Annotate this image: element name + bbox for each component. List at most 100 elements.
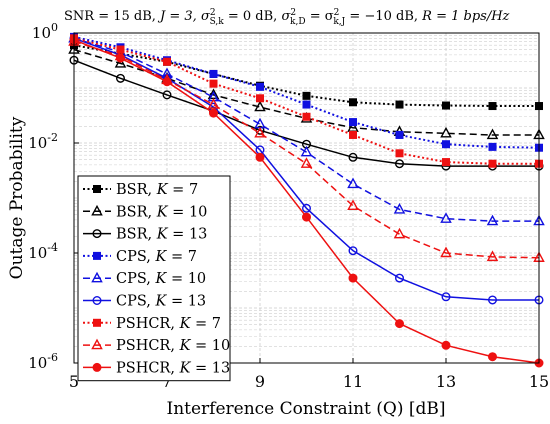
- y-tick-label: 10-4: [28, 241, 58, 262]
- data-point: [488, 159, 497, 168]
- legend-label: PSHCR, K = 10: [116, 338, 230, 354]
- data-point: [209, 69, 218, 78]
- data-point: [116, 45, 125, 54]
- data-point: [302, 112, 311, 121]
- legend-marker: [93, 318, 101, 327]
- data-point: [302, 203, 312, 213]
- data-point: [395, 319, 405, 329]
- legend-label: BSR, K = 10: [116, 204, 207, 220]
- legend-entry: CPS, K = 7: [83, 249, 197, 265]
- legend-box: [77, 175, 231, 382]
- x-tick-label: 9: [255, 372, 265, 391]
- data-point: [302, 212, 312, 222]
- data-point: [488, 295, 498, 305]
- data-point: [349, 98, 357, 107]
- data-point: [486, 128, 499, 140]
- data-point: [442, 101, 450, 110]
- legend-label: BSR, K = 13: [116, 227, 207, 243]
- series-bsr-k10: [68, 43, 545, 140]
- legend-label: PSHCR, K = 13: [116, 360, 230, 376]
- legend-label: CPS, K = 10: [116, 271, 206, 287]
- data-point: [395, 100, 404, 109]
- data-point: [395, 130, 404, 139]
- legend-entry: BSR, K = 10: [83, 204, 207, 220]
- data-point: [349, 130, 357, 139]
- legend-marker: [93, 251, 101, 260]
- legend-marker: [92, 296, 102, 306]
- y-tick-label: 10-2: [28, 131, 58, 152]
- data-point: [162, 90, 172, 100]
- axis-ticks: 5 7 9 11 13 15 100 10-2 10-4 10-6: [28, 21, 549, 391]
- data-point: [442, 158, 450, 167]
- legend-marker: [91, 204, 103, 216]
- legend-entry: CPS, K = 13: [83, 294, 206, 310]
- data-point: [440, 126, 452, 138]
- legend-label: CPS, K = 7: [116, 249, 197, 265]
- legend-entry: BSR, K = 13: [83, 227, 207, 243]
- series-line: [73, 40, 540, 259]
- legend-entry: PSHCR, K = 10: [83, 338, 230, 354]
- data-point: [302, 100, 311, 109]
- data-point: [486, 250, 499, 262]
- series-line: [73, 37, 539, 301]
- data-point: [395, 159, 405, 169]
- data-point: [348, 152, 358, 162]
- data-point: [302, 91, 311, 100]
- data-point: [162, 77, 172, 87]
- data-point: [442, 140, 450, 149]
- legend-entry: PSHCR, K = 13: [83, 360, 230, 376]
- data-point: [207, 98, 220, 109]
- y-tick-label: 100: [32, 21, 58, 42]
- x-tick-label: 7: [162, 372, 172, 391]
- data-point: [486, 214, 499, 226]
- x-tick-label: 13: [436, 372, 456, 391]
- data-point: [395, 273, 405, 283]
- data-point: [393, 202, 406, 214]
- plot-frame: [73, 32, 540, 364]
- series-line: [73, 59, 539, 167]
- data-point: [209, 79, 218, 88]
- x-tick-label: 5: [69, 372, 79, 391]
- data-point: [440, 212, 452, 223]
- legend-entry: PSHCR, K = 7: [83, 316, 221, 332]
- data-point: [300, 145, 313, 157]
- data-point: [114, 56, 127, 68]
- data-point: [347, 199, 359, 211]
- data-point: [488, 102, 497, 111]
- data-point: [395, 149, 404, 158]
- data-point: [254, 100, 266, 112]
- x-axis-label: Interference Constraint (Q) [dB]: [166, 399, 445, 419]
- data-point: [115, 73, 125, 83]
- y-tick-label: 10-6: [28, 351, 58, 372]
- data-point: [348, 246, 358, 256]
- legend-marker: [92, 229, 102, 239]
- x-tick-label: 11: [343, 372, 363, 391]
- data-point: [300, 157, 313, 168]
- data-point: [254, 126, 266, 138]
- y-axis-label: Outage Probability: [7, 116, 27, 279]
- legend-entry: BSR, K = 7: [83, 182, 198, 198]
- legend-marker: [91, 338, 103, 350]
- legend-marker: [93, 185, 101, 193]
- legend-entry: CPS, K = 10: [83, 271, 206, 287]
- legend-marker: [91, 271, 103, 283]
- data-point: [255, 152, 265, 162]
- legend-label: CPS, K = 13: [116, 294, 206, 310]
- legend-marker: [92, 362, 102, 372]
- x-tick-label: 15: [529, 372, 549, 391]
- legend: BSR, K = 7 BSR, K = 10 BSR, K = 13 CPS, K =…: [77, 175, 231, 382]
- chart-title: SNR = 15 dB, J = 3, σ2 S,k = 0 dB, σ2 k,D …: [64, 8, 510, 27]
- series-bsr-k7: [70, 41, 543, 111]
- data-point: [347, 177, 359, 189]
- series-line: [73, 37, 539, 222]
- data-point: [488, 352, 498, 362]
- data-point: [488, 142, 497, 151]
- data-point: [349, 118, 357, 127]
- data-point: [115, 53, 125, 63]
- data-point: [440, 246, 452, 258]
- data-point: [393, 227, 406, 239]
- data-point: [256, 94, 264, 103]
- data-point: [441, 340, 451, 350]
- data-point: [208, 108, 218, 118]
